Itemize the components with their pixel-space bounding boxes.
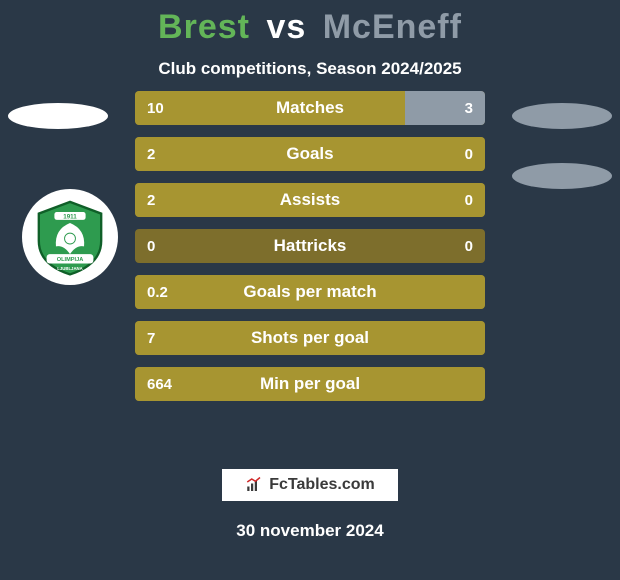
content-area: 1911 OLIMPIJA LJUBLJANA 103Matches20Goal…: [0, 107, 620, 447]
stat-row: 103Matches: [135, 91, 485, 125]
player1-name: Brest: [158, 8, 250, 46]
stat-label: Assists: [135, 183, 485, 217]
stat-label: Shots per goal: [135, 321, 485, 355]
stat-row: 664Min per goal: [135, 367, 485, 401]
stat-row: 20Goals: [135, 137, 485, 171]
stat-row: 7Shots per goal: [135, 321, 485, 355]
stat-row: 0.2Goals per match: [135, 275, 485, 309]
stat-label: Matches: [135, 91, 485, 125]
stat-label: Goals: [135, 137, 485, 171]
date-text: 30 november 2024: [0, 521, 620, 541]
club-crest-icon: 1911 OLIMPIJA LJUBLJANA: [31, 198, 109, 276]
chart-icon: [245, 476, 263, 494]
svg-text:LJUBLJANA: LJUBLJANA: [57, 266, 82, 271]
site-logo[interactable]: FcTables.com: [220, 467, 400, 503]
team-ellipse-right-2: [512, 163, 612, 189]
stat-label: Hattricks: [135, 229, 485, 263]
comparison-card: Brest vs McEneff Club competitions, Seas…: [0, 0, 620, 580]
svg-text:OLIMPIJA: OLIMPIJA: [57, 257, 84, 263]
player2-name: McEneff: [323, 8, 462, 46]
club-badge: 1911 OLIMPIJA LJUBLJANA: [22, 189, 118, 285]
title-vs: vs: [266, 8, 306, 46]
page-title: Brest vs McEneff: [0, 8, 620, 47]
stat-rows: 103Matches 20Goals 20Assists 00Hattricks 0.2…: [135, 91, 485, 413]
stat-row: 00Hattricks: [135, 229, 485, 263]
subtitle: Club competitions, Season 2024/2025: [0, 59, 620, 79]
stat-label: Min per goal: [135, 367, 485, 401]
site-name: FcTables.com: [269, 476, 375, 494]
svg-text:1911: 1911: [63, 213, 77, 220]
stat-label: Goals per match: [135, 275, 485, 309]
team-ellipse-right-1: [512, 103, 612, 129]
stat-row: 20Assists: [135, 183, 485, 217]
team-ellipse-left: [8, 103, 108, 129]
